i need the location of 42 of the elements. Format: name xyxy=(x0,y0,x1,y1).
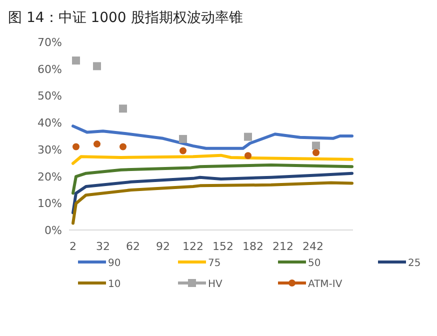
y-tick-label: 20% xyxy=(38,170,62,184)
chart-title: 图 14：中证 1000 股指期权波动率锥 xyxy=(8,10,243,26)
y-tick-label: 70% xyxy=(38,36,62,49)
legend-label: 50 xyxy=(308,258,321,269)
legend-label: 25 xyxy=(408,258,421,269)
line-series xyxy=(72,124,354,150)
y-tick-label: 10% xyxy=(38,197,62,210)
legend-label: 90 xyxy=(108,258,121,269)
x-tick-label: 62 xyxy=(126,240,140,253)
y-tick-label: 40% xyxy=(38,116,62,130)
point xyxy=(244,152,252,160)
x-tick-label: 122 xyxy=(182,240,204,253)
legend-label: HV xyxy=(208,279,223,290)
y-tick-label: 0% xyxy=(44,224,62,237)
legend-label: 75 xyxy=(208,258,221,269)
point xyxy=(180,147,186,154)
x-tick-label: 92 xyxy=(156,240,170,253)
point xyxy=(312,149,320,156)
point xyxy=(119,104,127,113)
point xyxy=(312,142,320,150)
point xyxy=(120,143,126,150)
point xyxy=(94,140,100,148)
x-tick-label: 2 xyxy=(70,240,76,253)
line-series xyxy=(72,164,354,195)
y-tick-label: 60% xyxy=(38,62,62,76)
x-tick-label: 152 xyxy=(212,240,234,253)
point xyxy=(179,134,187,143)
point xyxy=(72,143,80,150)
x-tick-label: 182 xyxy=(242,240,264,253)
point xyxy=(93,62,101,70)
x-tick-label: 242 xyxy=(302,240,324,253)
line-series xyxy=(72,181,354,225)
y-tick-label: 50% xyxy=(38,90,62,103)
legend-label: ATM-IV xyxy=(308,279,342,290)
x-tick-label: 32 xyxy=(96,240,110,253)
y-tick-label: 30% xyxy=(38,143,62,156)
point xyxy=(72,56,80,65)
line-series xyxy=(72,154,354,165)
legend-label: 10 xyxy=(108,279,121,290)
point xyxy=(244,132,252,141)
line-series xyxy=(72,172,354,214)
x-tick-label: 212 xyxy=(272,240,294,253)
